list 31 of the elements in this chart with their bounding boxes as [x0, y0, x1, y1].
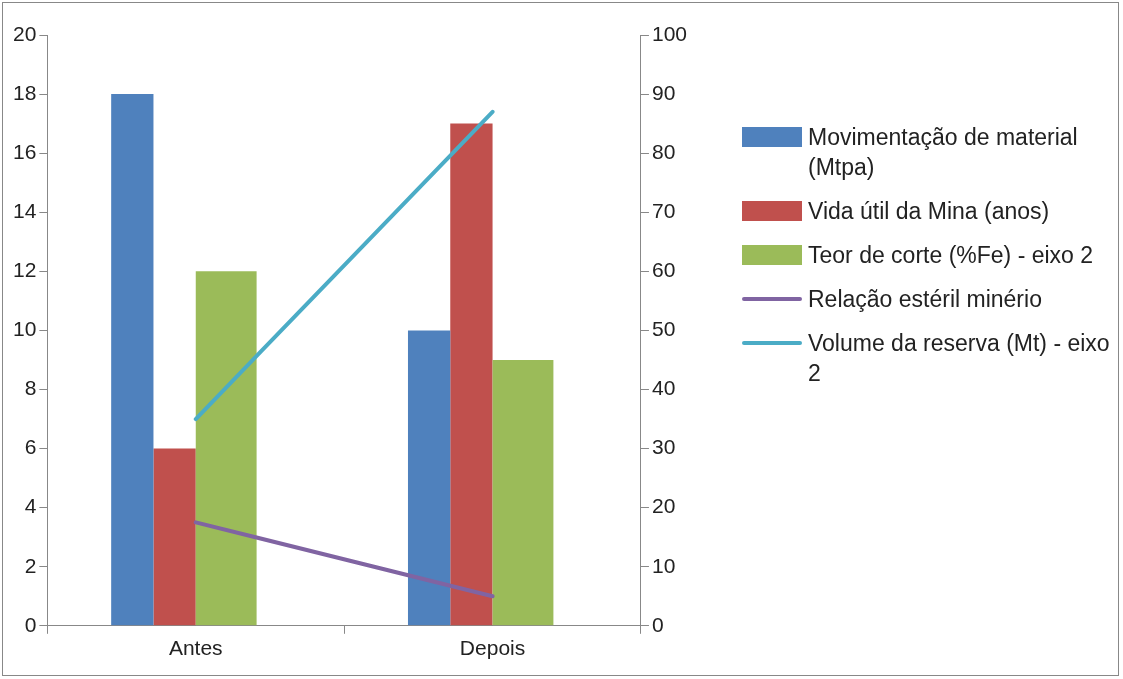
y2-tick-label: 70 — [651, 199, 676, 223]
y2-tick-label: 0 — [651, 612, 664, 636]
bar — [407, 330, 451, 626]
y2-tick-label: 100 — [651, 21, 688, 45]
legend-label: Relação estéril minério — [808, 285, 1042, 314]
y2-tick-label: 10 — [651, 553, 676, 577]
y2-tick-label: 30 — [651, 435, 676, 459]
y-tick-label: 0 — [24, 612, 37, 636]
bar — [111, 94, 154, 626]
y2-tick-label: 90 — [651, 80, 676, 104]
y2-tick-label: 40 — [651, 376, 676, 400]
y2-tick-label: 60 — [651, 258, 676, 282]
y-tick-label: 16 — [13, 139, 37, 163]
y-tick-label: 6 — [24, 435, 37, 459]
y-tick-label: 8 — [24, 376, 37, 400]
y-tick-label: 14 — [13, 199, 37, 223]
legend-label: Volume da reserva (Mt) - eixo 2 — [808, 329, 1111, 388]
x-tick-label: Depois — [459, 636, 526, 660]
y2-tick-label: 20 — [651, 494, 676, 518]
y-tick-label: 10 — [13, 317, 37, 341]
y-tick-label: 18 — [13, 80, 37, 104]
x-tick-label: Antes — [168, 636, 223, 660]
y-tick-label: 4 — [24, 494, 37, 518]
y-tick-label: 2 — [24, 553, 37, 577]
legend-label: Movimentação de material (Mtpa) — [808, 123, 1079, 182]
y-tick-label: 12 — [13, 258, 37, 282]
legend-label: Vida útil da Mina (anos) — [808, 197, 1050, 226]
y2-tick-label: 50 — [651, 317, 676, 341]
y2-tick-label: 80 — [651, 139, 676, 163]
legend-label: Teor de corte (%Fe) - eixo 2 — [808, 241, 1094, 270]
y-tick-label: 20 — [13, 21, 37, 45]
